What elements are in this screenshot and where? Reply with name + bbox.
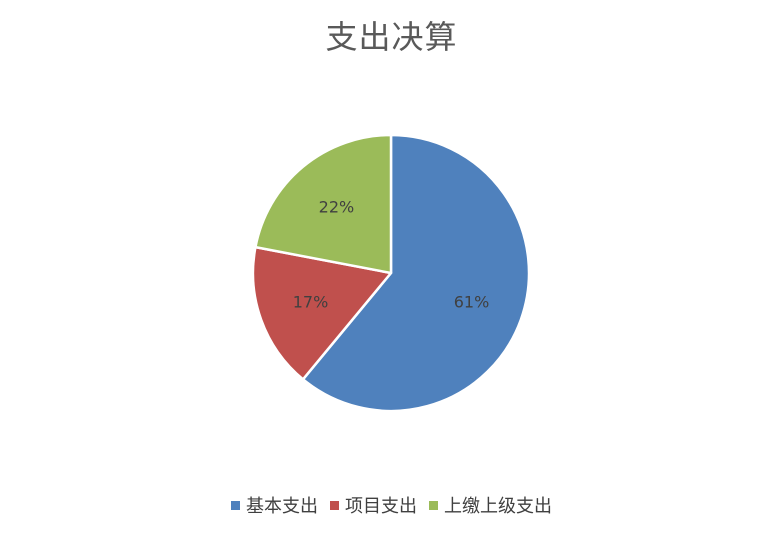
chart-title: 支出决算	[325, 18, 458, 56]
legend-swatch-3	[429, 500, 438, 510]
legend-item-2: 项目支出	[330, 492, 417, 518]
legend-label-2: 项目支出	[345, 496, 417, 517]
pie-data-label-2: 17%	[293, 292, 329, 311]
pie-data-label-3: 22%	[319, 198, 355, 217]
legend-item-3: 上缴上级支出	[429, 492, 552, 518]
pie-slice-1	[301, 133, 531, 413]
pie-slice-3	[254, 133, 393, 275]
legend-label-3: 上缴上级支出	[444, 496, 552, 517]
pie-slices	[251, 133, 531, 413]
pie-data-labels: 61% 17% 22%	[293, 198, 490, 312]
legend-label-1: 基本支出	[246, 496, 318, 517]
legend-swatch-1	[231, 500, 240, 510]
pie-data-label-1: 61%	[454, 292, 490, 311]
legend-item-1: 基本支出	[231, 492, 318, 518]
chart-legend: 基本支出 项目支出 上缴上级支出	[0, 492, 783, 518]
pie-slice-2	[251, 245, 393, 381]
legend-swatch-2	[330, 500, 339, 510]
